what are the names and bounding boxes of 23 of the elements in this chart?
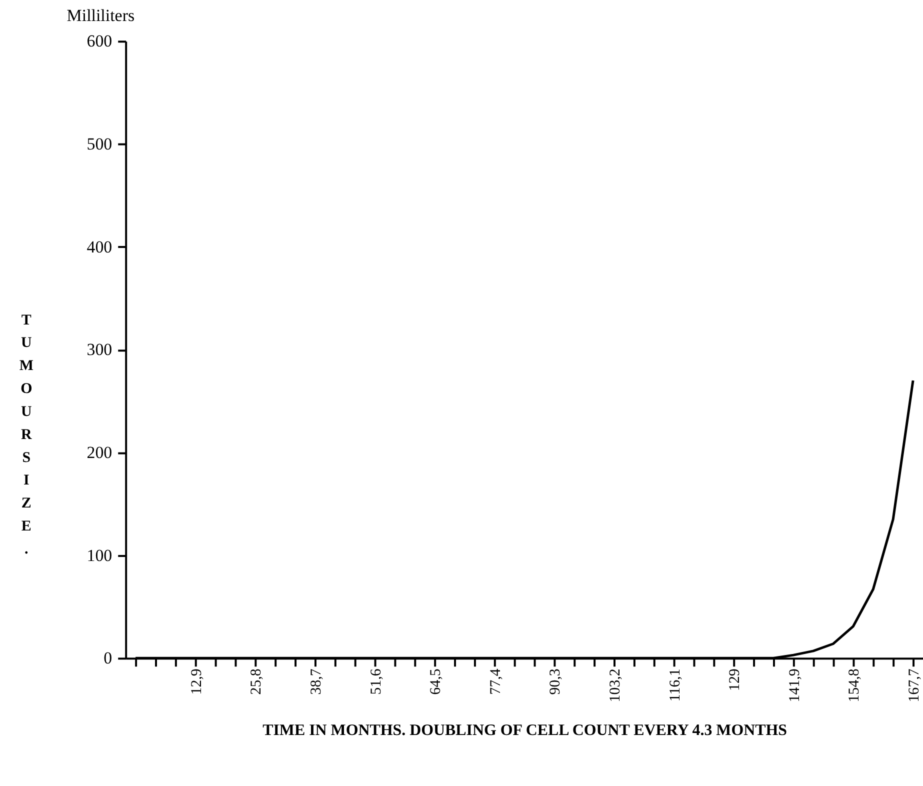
x-axis-title: TIME IN MONTHS. DOUBLING OF CELL COUNT EVERY 4.3 MONTHS bbox=[262, 722, 788, 740]
x-tick-label: 38,7 bbox=[308, 668, 324, 695]
x-tick-label: 154,8 bbox=[846, 668, 863, 702]
x-tick-label: 129 bbox=[727, 668, 744, 692]
x-tick-label: 77,4 bbox=[488, 668, 504, 695]
y-tick-label: 100 bbox=[86, 546, 112, 565]
y-tick-label: 200 bbox=[86, 442, 112, 462]
y-tick-label: 400 bbox=[86, 237, 112, 256]
text: Milliliters bbox=[66, 6, 135, 26]
x-tick-label: 103,2 bbox=[607, 668, 624, 702]
x-tick-label: 116,1 bbox=[667, 668, 684, 702]
x-tick-label: 12,9 bbox=[188, 668, 205, 695]
x-tick-label: 25,8 bbox=[248, 668, 265, 695]
y-tick-label: 600 bbox=[86, 32, 112, 51]
x-tick-label: 167,7 bbox=[906, 668, 923, 702]
text: TUMOUR SIZE. bbox=[19, 312, 34, 558]
y-tick-label: 500 bbox=[86, 134, 112, 154]
y-tick-label: 300 bbox=[86, 340, 112, 360]
x-tick-label: 90,3 bbox=[548, 668, 564, 695]
y-tick-label: 0 bbox=[104, 648, 112, 668]
x-tick-label: 64,5 bbox=[428, 668, 444, 695]
x-tick-label: 141,9 bbox=[786, 668, 803, 702]
x-tick-label: 51,6 bbox=[368, 668, 384, 695]
